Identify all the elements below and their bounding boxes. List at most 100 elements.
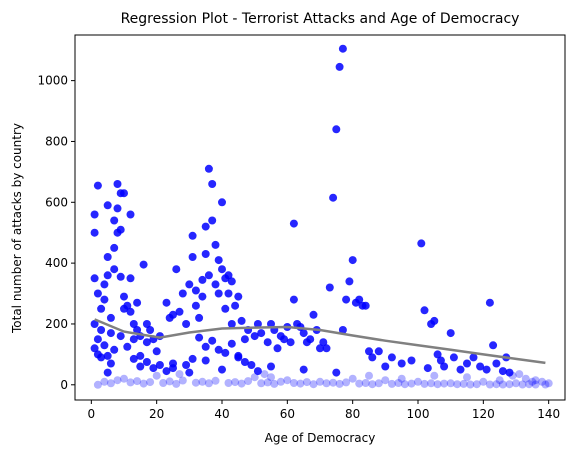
scatter-point xyxy=(253,320,262,328)
x-tick-label: 120 xyxy=(472,407,495,421)
scatter-point xyxy=(531,380,540,389)
scatter-point xyxy=(175,307,184,316)
scatter-point xyxy=(446,329,455,338)
scatter-point xyxy=(237,379,246,388)
scatter-point xyxy=(436,356,445,365)
scatter-point xyxy=(195,313,204,322)
scatter-point xyxy=(263,338,272,347)
scatter-point xyxy=(126,210,135,219)
scatter-point xyxy=(345,277,354,286)
scatter-point xyxy=(407,379,416,388)
scatter-point xyxy=(90,210,99,219)
scatter-point xyxy=(123,342,132,351)
scatter-point xyxy=(211,280,220,289)
scatter-point xyxy=(120,292,128,301)
scatter-point xyxy=(93,350,102,359)
scatter-point xyxy=(113,204,122,213)
regression-line xyxy=(94,318,546,365)
scatter-point xyxy=(90,228,99,237)
scatter-point xyxy=(342,295,351,304)
x-tick-label: 0 xyxy=(88,407,96,421)
scatter-point xyxy=(528,377,537,386)
scatter-point xyxy=(93,181,102,190)
scatter-point xyxy=(221,304,230,313)
scatter-point xyxy=(302,378,311,387)
scatter-point xyxy=(211,240,220,249)
scatter-point xyxy=(414,377,422,386)
scatter-point xyxy=(188,253,197,261)
scatter-point xyxy=(103,271,112,280)
scatter-point xyxy=(544,379,553,388)
scatter-point xyxy=(162,298,171,307)
scatter-point xyxy=(479,377,488,386)
scatter-point xyxy=(106,379,115,388)
scatter-point xyxy=(485,298,494,307)
x-axis-label: Age of Democracy xyxy=(265,431,376,445)
scatter-point xyxy=(525,380,534,389)
scatter-point xyxy=(224,379,233,387)
scatter-point xyxy=(355,295,364,304)
scatter-point xyxy=(110,265,119,274)
scatter-point xyxy=(427,379,436,388)
scatter-point xyxy=(280,335,289,344)
scatter-point xyxy=(169,310,177,319)
scatter-point xyxy=(237,316,246,325)
scatter-point xyxy=(133,298,142,307)
scatter-point xyxy=(329,378,338,387)
scatter-point xyxy=(306,335,315,344)
scatter-point xyxy=(387,353,396,362)
scatter-point xyxy=(240,358,249,366)
y-tick-label: 200 xyxy=(45,317,68,331)
scatter-point xyxy=(433,380,442,389)
plot-frame xyxy=(74,34,566,401)
scatter-point xyxy=(116,332,125,341)
scatter-point xyxy=(149,364,158,373)
scatter-point xyxy=(400,380,409,389)
y-axis: 0 200 400 600 800 1000 xyxy=(37,74,75,392)
scatter-point xyxy=(325,283,334,292)
plot-area xyxy=(90,44,553,389)
scatter-point xyxy=(103,201,112,210)
y-tick-label: 1000 xyxy=(37,74,68,88)
scatter-point xyxy=(368,380,377,389)
scatter-point xyxy=(178,289,187,298)
scatter-point xyxy=(469,353,478,362)
scatter-point xyxy=(234,351,243,360)
scatter-point xyxy=(453,380,462,389)
scatter-point xyxy=(191,286,200,295)
scatter-point xyxy=(508,371,517,380)
scatter-point xyxy=(93,380,102,389)
scatter-point xyxy=(276,377,285,386)
scatter-point xyxy=(162,367,171,376)
scatter-point xyxy=(466,380,475,389)
scatter-point xyxy=(123,301,132,310)
scatter-point xyxy=(374,379,383,388)
scatter-point xyxy=(263,378,272,387)
scatter-point xyxy=(257,379,266,388)
scatter-point xyxy=(129,320,138,328)
y-tick-label: 0 xyxy=(60,378,68,392)
x-axis: 0 20 40 60 80 100 120 140 xyxy=(88,400,560,421)
scatter-point xyxy=(90,274,99,283)
scatter-point xyxy=(433,350,442,359)
scatter-point xyxy=(319,338,328,347)
scatter-point xyxy=(423,364,432,373)
scatter-point xyxy=(231,301,240,310)
scatter-point xyxy=(110,345,119,354)
scatter-point xyxy=(201,356,210,365)
scatter-point xyxy=(139,379,148,388)
scatter-point xyxy=(178,376,187,385)
scatter-point xyxy=(250,373,259,382)
scatter-point xyxy=(116,272,125,281)
y-axis-label: Total number of attacks by country xyxy=(10,123,24,334)
scatter-point xyxy=(338,44,347,53)
scatter-point xyxy=(365,371,373,380)
x-tick-label: 140 xyxy=(537,407,560,421)
y-tick-label: 800 xyxy=(45,134,68,148)
scatter-point xyxy=(531,376,540,385)
scatter-point xyxy=(204,164,213,173)
scatter-point xyxy=(518,380,527,389)
scatter-point xyxy=(208,180,217,188)
scatter-point xyxy=(348,256,357,265)
